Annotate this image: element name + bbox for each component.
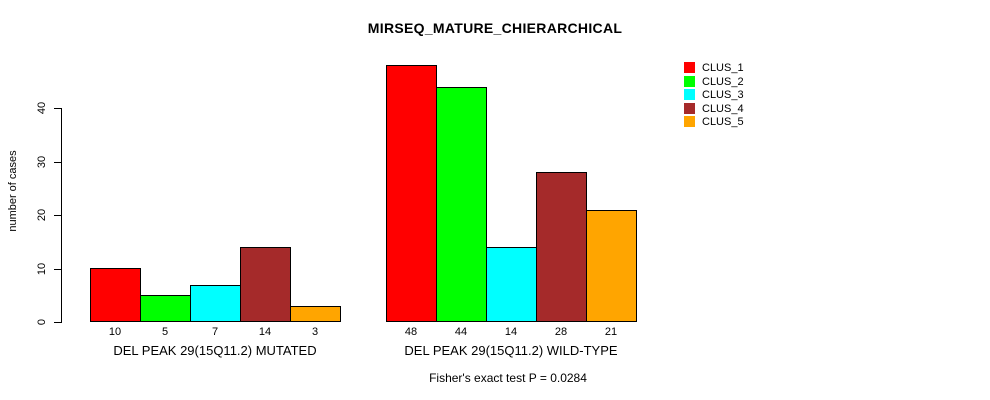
legend-label-clus_1: CLUS_1 — [702, 62, 744, 74]
y-tick-label: 30 — [36, 155, 48, 169]
bar-clus_2 — [140, 295, 191, 322]
bar-clus_5 — [586, 210, 637, 322]
bar-clus_3 — [190, 285, 241, 322]
legend-swatch-clus_1 — [684, 62, 695, 73]
legend-swatch-clus_4 — [684, 103, 695, 114]
legend-swatch-clus_3 — [684, 89, 695, 100]
legend-swatch-clus_5 — [684, 116, 695, 127]
group-label: DEL PEAK 29(15Q11.2) MUTATED — [113, 343, 317, 358]
bar-clus_2 — [436, 87, 487, 322]
y-tick-label: 10 — [36, 262, 48, 276]
bar-value-label: 44 — [454, 326, 468, 338]
bar-value-label: 10 — [108, 326, 122, 338]
y-tick-mark — [54, 108, 61, 109]
bar-value-label: 7 — [211, 326, 219, 338]
bar-clus_4 — [536, 172, 587, 322]
y-tick-label: 40 — [36, 101, 48, 115]
y-tick-label: 0 — [36, 318, 48, 326]
chart-title: MIRSEQ_MATURE_CHIERARCHICAL — [367, 20, 623, 36]
bar-clus_3 — [486, 247, 537, 322]
y-tick-mark — [54, 269, 61, 270]
legend-label-clus_5: CLUS_5 — [702, 116, 744, 128]
bar-value-label: 48 — [404, 326, 418, 338]
bar-value-label: 5 — [161, 326, 169, 338]
group-label: DEL PEAK 29(15Q11.2) WILD-TYPE — [404, 343, 618, 358]
legend-label-clus_2: CLUS_2 — [702, 76, 744, 88]
y-tick-mark — [54, 215, 61, 216]
bar-clus_1 — [90, 268, 141, 322]
legend-label-clus_4: CLUS_4 — [702, 103, 744, 115]
bar-clus_5 — [290, 306, 341, 322]
bar-value-label: 14 — [258, 326, 272, 338]
legend-label-clus_3: CLUS_3 — [702, 89, 744, 101]
bar-value-label: 14 — [504, 326, 518, 338]
y-tick-mark — [54, 162, 61, 163]
bar-value-label: 28 — [554, 326, 568, 338]
legend-swatch-clus_2 — [684, 76, 695, 87]
y-axis-label: number of cases — [7, 150, 19, 232]
bar-value-label: 21 — [604, 326, 618, 338]
fisher-test-annotation: Fisher's exact test P = 0.0284 — [429, 371, 587, 385]
bar-value-label: 3 — [311, 326, 319, 338]
y-axis-line — [61, 108, 62, 323]
y-tick-mark — [54, 322, 61, 323]
y-tick-label: 20 — [36, 208, 48, 222]
bar-clus_1 — [386, 65, 437, 322]
bar-clus_4 — [240, 247, 291, 322]
